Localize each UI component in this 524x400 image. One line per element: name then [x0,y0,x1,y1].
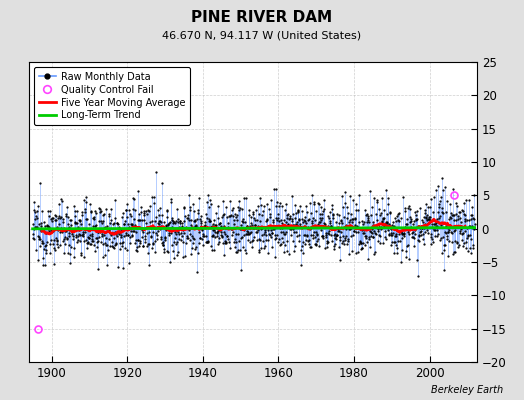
Text: PINE RIVER DAM: PINE RIVER DAM [191,10,333,25]
Text: 46.670 N, 94.117 W (United States): 46.670 N, 94.117 W (United States) [162,30,362,40]
Text: Berkeley Earth: Berkeley Earth [431,385,503,395]
Legend: Raw Monthly Data, Quality Control Fail, Five Year Moving Average, Long-Term Tren: Raw Monthly Data, Quality Control Fail, … [34,67,190,125]
